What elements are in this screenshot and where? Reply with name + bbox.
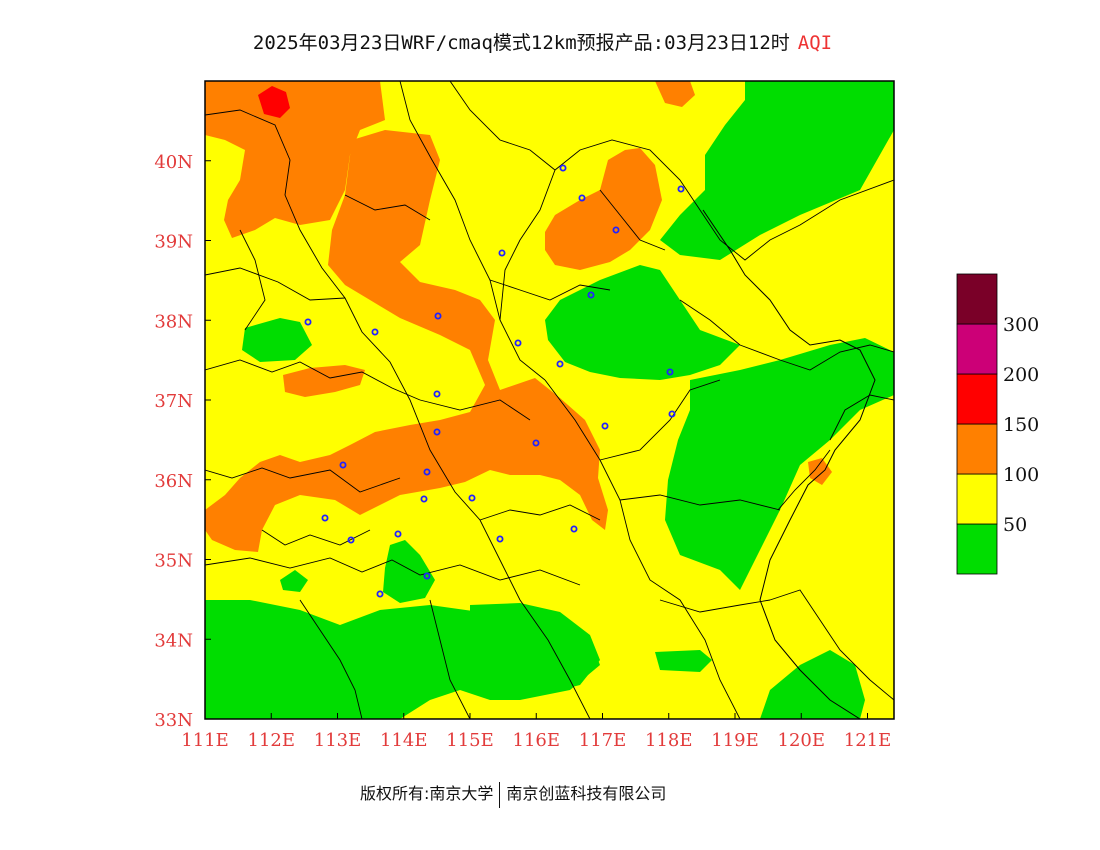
city-marker [376,590,384,598]
city-marker [677,185,685,193]
x-tick-label: 114E [380,730,428,751]
x-tick-label: 121E [844,730,892,751]
admin-boundaries [205,81,894,719]
city-marker [532,439,540,447]
x-tick-label: 113E [314,730,362,751]
y-tick-label: 35N [154,551,193,572]
city-markers [304,164,685,598]
city-marker [304,318,312,326]
copyright-company: 南京创蓝科技有限公司 [506,784,667,803]
x-tick-label: 111E [181,730,229,751]
city-marker [433,428,441,436]
city-marker [423,572,431,580]
colorbar-segment [956,323,998,375]
footer-separator [499,781,501,808]
colorbar-label: 300 [1003,314,1039,336]
city-marker [556,360,564,368]
city-marker [321,514,329,522]
city-marker [339,461,347,469]
city-marker [587,291,595,299]
city-marker [668,410,676,418]
colorbar-segment [956,473,998,525]
aqi-field [205,81,894,719]
y-tick-label: 33N [154,710,193,731]
city-marker [601,422,609,430]
city-marker [347,536,355,544]
title-main: 2025年03月23日WRF/cmaq模式12km预报产品:03月23日12时 [252,32,790,54]
city-marker [559,164,567,172]
x-tick-label: 112E [248,730,296,751]
city-marker [420,495,428,503]
x-tick-label: 116E [513,730,561,751]
colorbar-label: 50 [1003,514,1027,536]
title-variable: AQI [797,32,833,54]
colorbar-label: 100 [1003,464,1039,486]
x-tick-label: 117E [579,730,627,751]
x-tick-label: 119E [711,730,759,751]
y-tick-label: 40N [154,152,193,173]
y-tick-label: 39N [154,232,193,253]
x-axis: 111E 112E 113E 114E 115E 116E 117E 118E 119E 120E… [181,713,891,751]
coastline [702,209,876,719]
city-marker [394,530,402,538]
city-marker [433,390,441,398]
colorbar-segment [956,423,998,475]
colorbar: 50 100 150 200 300 [956,273,1039,575]
y-tick-label: 37N [154,391,193,412]
y-tick-label: 38N [154,311,193,332]
colorbar-label: 200 [1003,364,1039,386]
y-axis: 33N 34N 35N 36N 37N 38N 39N 40N [154,152,211,731]
colorbar-segment [956,373,998,425]
x-tick-label: 118E [645,730,693,751]
city-marker [578,194,586,202]
x-tick-label: 115E [446,730,494,751]
city-marker [498,249,506,257]
city-marker [514,339,522,347]
y-tick-label: 34N [154,630,193,651]
colorbar-segment [956,523,998,575]
city-marker [468,494,476,502]
city-marker [570,525,578,533]
colorbar-label: 150 [1003,414,1039,436]
aqi-unhealthy-spot [258,86,290,118]
x-tick-label: 120E [778,730,826,751]
copyright-owner: 版权所有:南京大学 [360,784,494,803]
city-marker [496,535,504,543]
city-marker [666,368,674,376]
aqi-good-regions [205,81,894,719]
city-marker [423,468,431,476]
colorbar-segment [956,273,998,325]
copyright-footer: 版权所有:南京大学 南京创蓝科技有限公司 [360,780,666,808]
y-tick-label: 36N [154,471,193,492]
city-marker [371,328,379,336]
city-marker [612,226,620,234]
aqi-sensitive-regions [205,81,832,552]
map-title: 2025年03月23日WRF/cmaq模式12km预报产品:03月23日12时 A… [0,28,1085,55]
city-marker [434,312,442,320]
